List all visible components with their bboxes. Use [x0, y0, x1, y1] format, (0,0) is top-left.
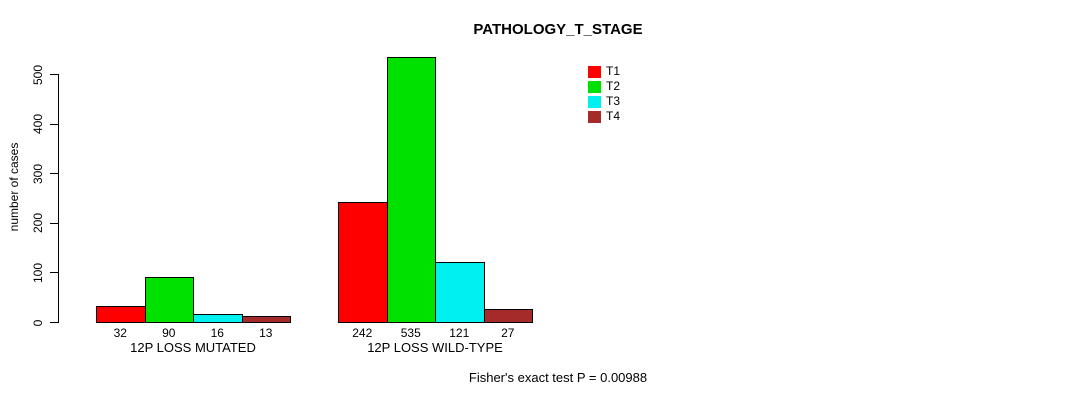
y-tick-mark — [50, 322, 58, 323]
legend-item-t2: T2 — [588, 79, 620, 94]
fisher-test-annotation: Fisher's exact test P = 0.00988 — [468, 370, 648, 385]
legend-swatch-t1 — [588, 65, 601, 78]
group-label: 12P LOSS MUTATED — [130, 340, 256, 355]
legend-label: T1 — [606, 64, 621, 78]
legend-swatch-t3 — [588, 95, 601, 108]
legend-item-t4: T4 — [588, 109, 620, 124]
bar-value-label: 27 — [501, 326, 515, 340]
bar-value-label: 16 — [210, 326, 224, 340]
y-tick-mark — [50, 272, 58, 274]
y-tick-mark — [50, 123, 58, 125]
y-tick-label: 500 — [31, 64, 45, 85]
legend-label: T3 — [606, 94, 621, 108]
bar-value-label: 32 — [113, 326, 127, 340]
y-tick-label: 0 — [31, 319, 45, 326]
bar-t1-group2 — [338, 201, 388, 323]
group-label: 12P LOSS WILD-TYPE — [367, 340, 503, 355]
y-tick-label: 200 — [31, 213, 45, 234]
y-tick-mark — [50, 74, 58, 75]
y-tick-mark — [50, 173, 58, 175]
bar-t1-group1 — [96, 306, 146, 323]
y-tick-mark — [50, 222, 58, 224]
y-axis-line — [58, 74, 59, 323]
legend-swatch-t4 — [588, 110, 601, 123]
bar-t2-group1 — [144, 277, 194, 323]
legend-item-t1: T1 — [588, 64, 620, 79]
legend: T1 T2 T3 T4 — [588, 64, 620, 124]
bar-value-label: 535 — [400, 326, 421, 340]
bar-value-label: 121 — [449, 326, 470, 340]
y-tick-label: 400 — [31, 114, 45, 135]
bar-t4-group1 — [241, 315, 291, 323]
bar-value-label: 242 — [352, 326, 373, 340]
bar-t2-group2 — [386, 56, 436, 323]
legend-label: T4 — [606, 109, 621, 123]
bar-t3-group1 — [193, 314, 243, 323]
legend-label: T2 — [606, 79, 621, 93]
bar-t4-group2 — [483, 308, 533, 323]
legend-item-t3: T3 — [588, 94, 620, 109]
y-axis-label: number of cases — [7, 142, 21, 232]
legend-swatch-t2 — [588, 80, 601, 93]
bar-value-label: 90 — [162, 326, 176, 340]
y-tick-label: 300 — [31, 163, 45, 184]
y-tick-label: 100 — [31, 262, 45, 283]
chart-title: PATHOLOGY_T_STAGE — [473, 21, 643, 38]
bar-value-label: 13 — [259, 326, 273, 340]
bar-t3-group2 — [435, 261, 485, 323]
